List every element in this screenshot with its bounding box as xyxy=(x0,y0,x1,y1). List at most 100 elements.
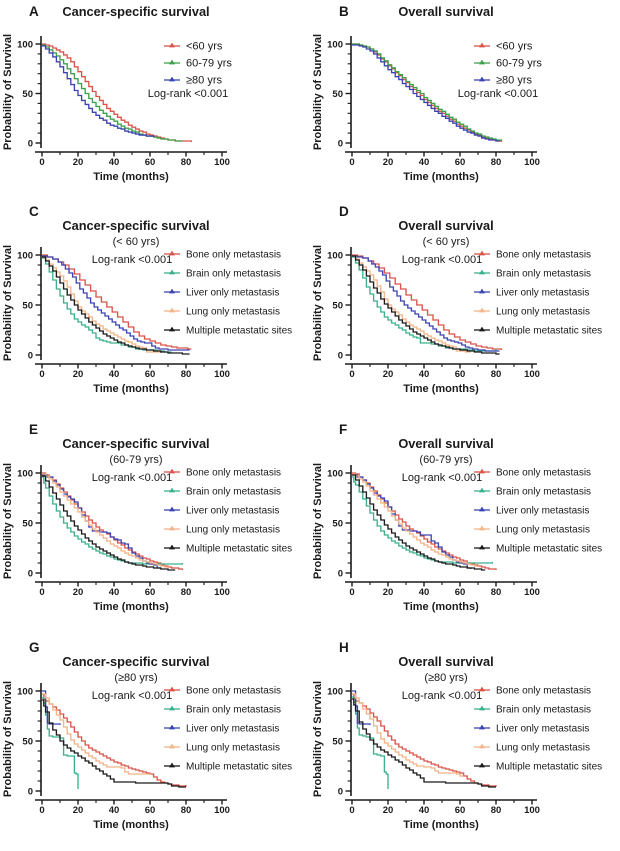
legend-item: <60 yrs xyxy=(164,41,223,53)
legend-marker-icon xyxy=(479,59,485,65)
y-tick-label: 0 xyxy=(338,138,343,149)
y-axis-label: Probability of Survival xyxy=(2,34,14,150)
panel-F: F Overall survival (60-79 yrs) Log-rank … xyxy=(310,415,620,633)
y-tick-label: 0 xyxy=(338,350,343,361)
legend-marker-icon xyxy=(169,506,175,512)
legend-label: Multiple metastatic sites xyxy=(186,326,292,337)
x-tick-label: 100 xyxy=(524,157,540,168)
panel-subtitle: (< 60 yrs) xyxy=(112,236,160,248)
survival-curve xyxy=(352,473,479,567)
legend-label: 60-79 yrs xyxy=(186,58,232,70)
legend-label: Brain only metastasis xyxy=(186,269,281,280)
legend-item: Bone only metastasis xyxy=(164,468,281,479)
legend-label: Lung only metastasis xyxy=(186,743,280,754)
legend-marker-icon xyxy=(479,705,485,711)
x-tick-label: 40 xyxy=(109,369,120,380)
x-tick-label: 0 xyxy=(39,157,44,168)
logrank-annotation: Log-rank <0.001 xyxy=(401,254,483,266)
panel-title: Overall survival xyxy=(398,436,494,451)
legend-marker-icon xyxy=(479,76,485,82)
x-tick-label: 20 xyxy=(73,157,84,168)
legend-item: Brain only metastasis xyxy=(164,705,281,716)
x-axis-label: Time (months) xyxy=(93,383,169,395)
panel-letter-C: C xyxy=(29,204,39,219)
x-tick-label: 40 xyxy=(109,587,120,598)
survival-curve xyxy=(42,699,186,788)
survival-curve xyxy=(42,254,192,350)
legend-marker-icon xyxy=(479,525,485,531)
panel-A: A Cancer-specific survival Log-rank <0.0… xyxy=(0,0,310,197)
legend-label: Liver only metastasis xyxy=(186,724,279,735)
legend-marker-icon xyxy=(479,326,485,332)
panel-letter-D: D xyxy=(339,204,349,219)
legend-label: Multiple metastatic sites xyxy=(186,544,292,555)
y-tick-label: 50 xyxy=(22,300,33,311)
x-tick-label: 60 xyxy=(455,369,466,380)
survival-curve xyxy=(352,693,497,787)
y-tick-label: 0 xyxy=(28,350,33,361)
legend-marker-icon xyxy=(169,743,175,749)
legend-label: Bone only metastasis xyxy=(496,686,591,697)
legend-marker-icon xyxy=(169,288,175,294)
legend-label: 60-79 yrs xyxy=(496,58,542,70)
legend-item: Bone only metastasis xyxy=(164,686,281,697)
km-plot-F: 0 50 100 0 20 40 60 80 100 Time (months) Probabili… xyxy=(312,463,602,613)
legend-label: Brain only metastasis xyxy=(496,487,591,498)
legend-item: Liver only metastasis xyxy=(474,724,589,735)
legend-item: ≥80 yrs xyxy=(164,75,222,87)
survival-curve xyxy=(352,44,500,142)
panel-title: Cancer-specific survival xyxy=(62,4,210,19)
y-tick-label: 0 xyxy=(28,568,33,579)
x-tick-label: 20 xyxy=(383,587,394,598)
survival-curve xyxy=(352,474,486,571)
y-tick-label: 100 xyxy=(327,686,343,697)
legend-item: Brain only metastasis xyxy=(164,269,281,280)
x-tick-label: 60 xyxy=(455,157,466,168)
x-tick-label: 80 xyxy=(181,369,192,380)
legend-label: Bone only metastasis xyxy=(186,686,281,697)
km-plot-A: 0 50 100 0 20 40 60 80 100 Time (months) Probabili… xyxy=(2,34,232,183)
x-tick-label: 60 xyxy=(145,587,156,598)
legend-label: Lung only metastasis xyxy=(496,743,590,754)
x-tick-label: 100 xyxy=(524,587,540,598)
legend-label: Liver only metastasis xyxy=(496,724,589,735)
legend-marker-icon xyxy=(479,307,485,313)
legend-item: 60-79 yrs xyxy=(164,58,232,70)
legend-item: ≥80 yrs xyxy=(474,75,532,87)
legend-marker-icon xyxy=(169,250,175,256)
km-plot-D: 0 50 100 0 20 40 60 80 100 Time (months) Probabili… xyxy=(312,245,602,395)
y-axis-label: Probability of Survival xyxy=(312,245,324,361)
legend-label: Bone only metastasis xyxy=(186,468,281,479)
x-tick-label: 0 xyxy=(39,369,44,380)
x-tick-label: 40 xyxy=(109,805,120,816)
survival-curve xyxy=(42,256,190,355)
x-tick-label: 40 xyxy=(419,157,430,168)
legend-item: 60-79 yrs xyxy=(474,58,542,70)
y-tick-label: 50 xyxy=(332,518,343,529)
legend-item: Liver only metastasis xyxy=(474,288,589,299)
legend-item: Brain only metastasis xyxy=(164,487,281,498)
x-axis-label: Time (months) xyxy=(93,819,169,831)
km-plot-B: 0 50 100 0 20 40 60 80 100 Time (months) Probabili… xyxy=(312,34,542,183)
logrank-annotation: Log-rank <0.001 xyxy=(91,472,173,484)
legend-item: Multiple metastatic sites xyxy=(474,326,602,337)
legend-label: Bone only metastasis xyxy=(496,468,591,479)
survival-curve xyxy=(352,698,496,788)
survival-curve xyxy=(352,255,471,353)
legend-item: <60 yrs xyxy=(474,41,533,53)
x-tick-label: 0 xyxy=(349,805,354,816)
legend-label: Liver only metastasis xyxy=(186,506,279,517)
x-tick-label: 60 xyxy=(145,157,156,168)
panel-title: Cancer-specific survival xyxy=(62,654,210,669)
x-tick-label: 100 xyxy=(214,587,230,598)
y-axis-label: Probability of Survival xyxy=(312,681,324,797)
legend-item: Liver only metastasis xyxy=(164,506,279,517)
x-tick-label: 80 xyxy=(181,805,192,816)
km-plot-G: 0 50 100 0 20 40 60 80 100 Time (months) Probabili… xyxy=(2,681,292,831)
y-tick-label: 100 xyxy=(17,250,33,261)
x-tick-label: 40 xyxy=(109,157,120,168)
survival-curve xyxy=(42,255,190,351)
legend-marker-icon xyxy=(479,288,485,294)
legend-item: Multiple metastatic sites xyxy=(474,544,602,555)
y-axis-label: Probability of Survival xyxy=(2,681,14,797)
